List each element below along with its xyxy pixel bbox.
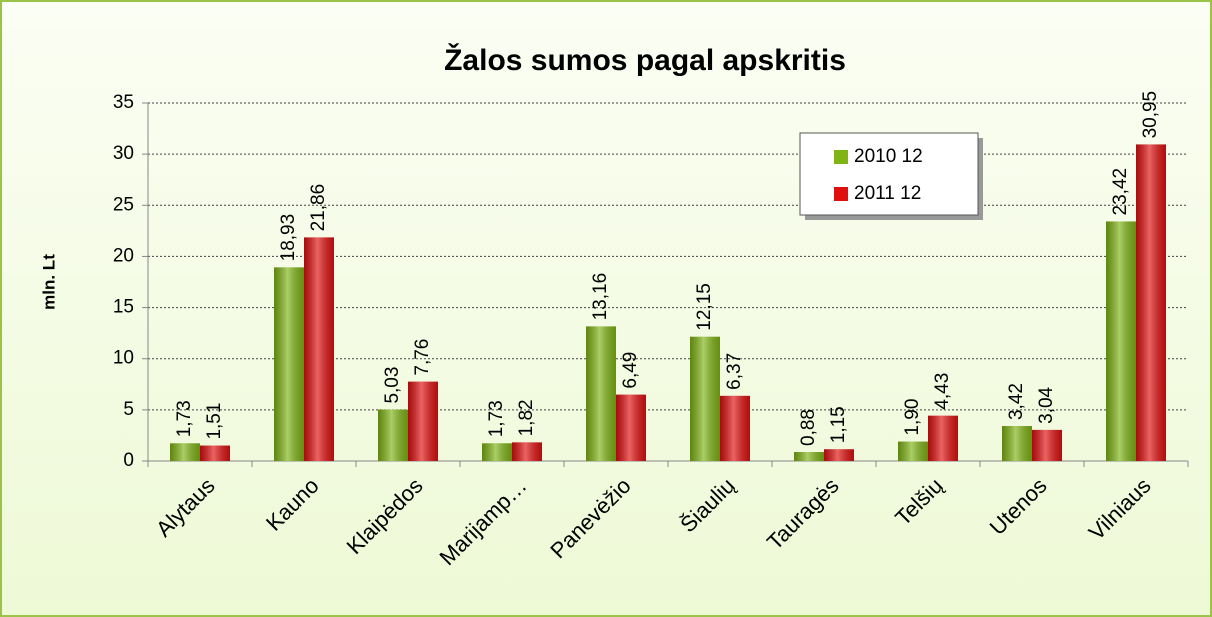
value-label: 1,51	[204, 403, 225, 440]
y-tick-label: 10	[113, 348, 134, 369]
value-label: 21,86	[308, 184, 329, 232]
bar-shading	[586, 326, 616, 461]
bar-shading	[482, 443, 512, 461]
bar-shading	[898, 441, 928, 461]
bar-shading	[720, 395, 750, 461]
value-label: 30,95	[1140, 91, 1161, 139]
bar-shading	[690, 336, 720, 461]
bar-shading	[1002, 426, 1032, 461]
value-label: 23,42	[1110, 168, 1131, 216]
y-axis-label: mln. Lt	[39, 254, 58, 310]
value-label: 1,73	[174, 400, 195, 437]
value-label: 6,37	[724, 353, 745, 390]
value-label: 3,04	[1036, 386, 1057, 423]
y-tick-label: 0	[123, 450, 134, 471]
bar-shading	[378, 409, 408, 461]
value-label: 13,16	[590, 273, 611, 321]
bar-shading	[794, 451, 824, 461]
y-tick-label: 30	[113, 143, 134, 164]
bar-shading	[616, 394, 646, 461]
y-tick-label: 25	[113, 194, 134, 215]
y-tick-label: 5	[123, 399, 134, 420]
y-tick-label: 15	[113, 297, 134, 318]
legend-label: 2010 12	[854, 146, 923, 167]
value-label: 1,82	[516, 399, 537, 436]
y-tick-label: 20	[113, 245, 134, 266]
bar-shading	[1136, 144, 1166, 461]
bar-shading	[824, 449, 854, 461]
value-label: 6,49	[620, 352, 641, 389]
legend-swatch	[834, 150, 848, 164]
value-label: 1,73	[486, 400, 507, 437]
value-label: 1,15	[828, 406, 849, 443]
value-label: 3,42	[1006, 383, 1027, 420]
bar-shading	[200, 445, 230, 461]
bar-shading	[304, 237, 334, 461]
legend-label: 2011 12	[854, 183, 921, 204]
y-tick-label: 35	[113, 92, 134, 113]
bar-shading	[170, 443, 200, 461]
value-label: 18,93	[278, 214, 299, 262]
value-label: 5,03	[382, 367, 403, 404]
bar-shading	[274, 267, 304, 461]
bar-shading	[512, 442, 542, 461]
value-label: 4,43	[932, 373, 953, 410]
chart-title: Žalos sumos pagal apskritis	[444, 43, 846, 77]
value-label: 1,90	[902, 399, 923, 436]
bar-shading	[1106, 221, 1136, 461]
value-label: 7,76	[412, 339, 433, 376]
legend	[799, 132, 979, 216]
legend-swatch	[834, 187, 848, 201]
bar-shading	[1032, 429, 1062, 461]
value-label: 0,88	[798, 409, 819, 446]
bar-shading	[928, 415, 958, 461]
bar-shading	[408, 381, 438, 461]
value-label: 12,15	[694, 283, 715, 331]
